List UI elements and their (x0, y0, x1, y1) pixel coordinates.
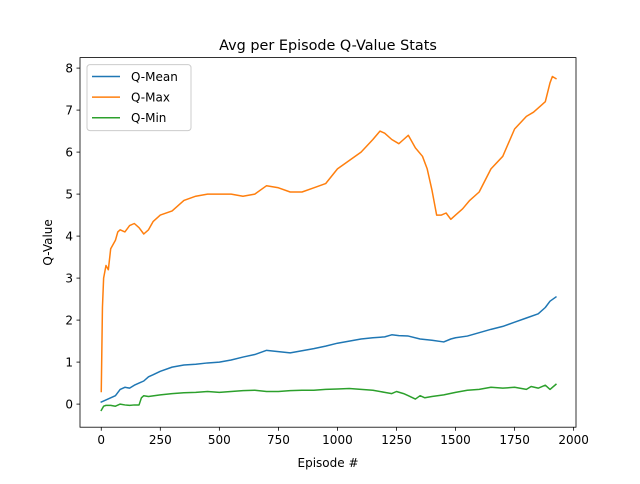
x-tick-label: 1500 (440, 433, 471, 447)
legend: Q-Mean Q-Max Q-Min (86, 64, 192, 132)
x-tick-label: 1250 (381, 433, 412, 447)
x-tick-label: 500 (208, 433, 231, 447)
axes-frame (79, 57, 577, 428)
y-tick-label: 3 (65, 271, 73, 285)
series-line-q-mean (100, 295, 557, 403)
x-tick-label: 1000 (322, 433, 353, 447)
y-tick-label: 8 (65, 61, 73, 75)
chart-title: Avg per Episode Q-Value Stats (219, 38, 437, 54)
legend-label-q-mean: Q-Mean (131, 70, 178, 84)
x-tick-label: 2000 (558, 433, 589, 447)
y-tick-label: 7 (65, 103, 73, 117)
plot-area: 0 250 500 750 1000 1250 1500 1750 2000 0 1 2 3 4 5 6 7 8 (65, 57, 589, 447)
x-axis: 0 250 500 750 1000 1250 1500 1750 2000 (97, 427, 589, 447)
series-line-q-min (100, 383, 557, 412)
y-axis: 0 1 2 3 4 5 6 7 8 (65, 61, 80, 411)
y-tick-label: 1 (65, 355, 73, 369)
y-axis-label: Q-Value (41, 219, 55, 265)
y-tick-label: 5 (65, 187, 73, 201)
x-tick-label: 750 (267, 433, 290, 447)
legend-label-q-min: Q-Min (131, 111, 166, 125)
y-tick-label: 0 (65, 397, 73, 411)
x-tick-label: 250 (149, 433, 172, 447)
legend-label-q-max: Q-Max (131, 90, 170, 104)
series-line-q-max (100, 75, 557, 393)
y-tick-label: 6 (65, 145, 73, 159)
x-tick-label: 0 (97, 433, 105, 447)
x-axis-label: Episode # (298, 456, 359, 470)
series-layer (100, 75, 557, 412)
x-tick-label: 1750 (499, 433, 530, 447)
y-tick-label: 2 (65, 313, 73, 327)
y-tick-label: 4 (65, 229, 73, 243)
legend-box (86, 64, 192, 132)
